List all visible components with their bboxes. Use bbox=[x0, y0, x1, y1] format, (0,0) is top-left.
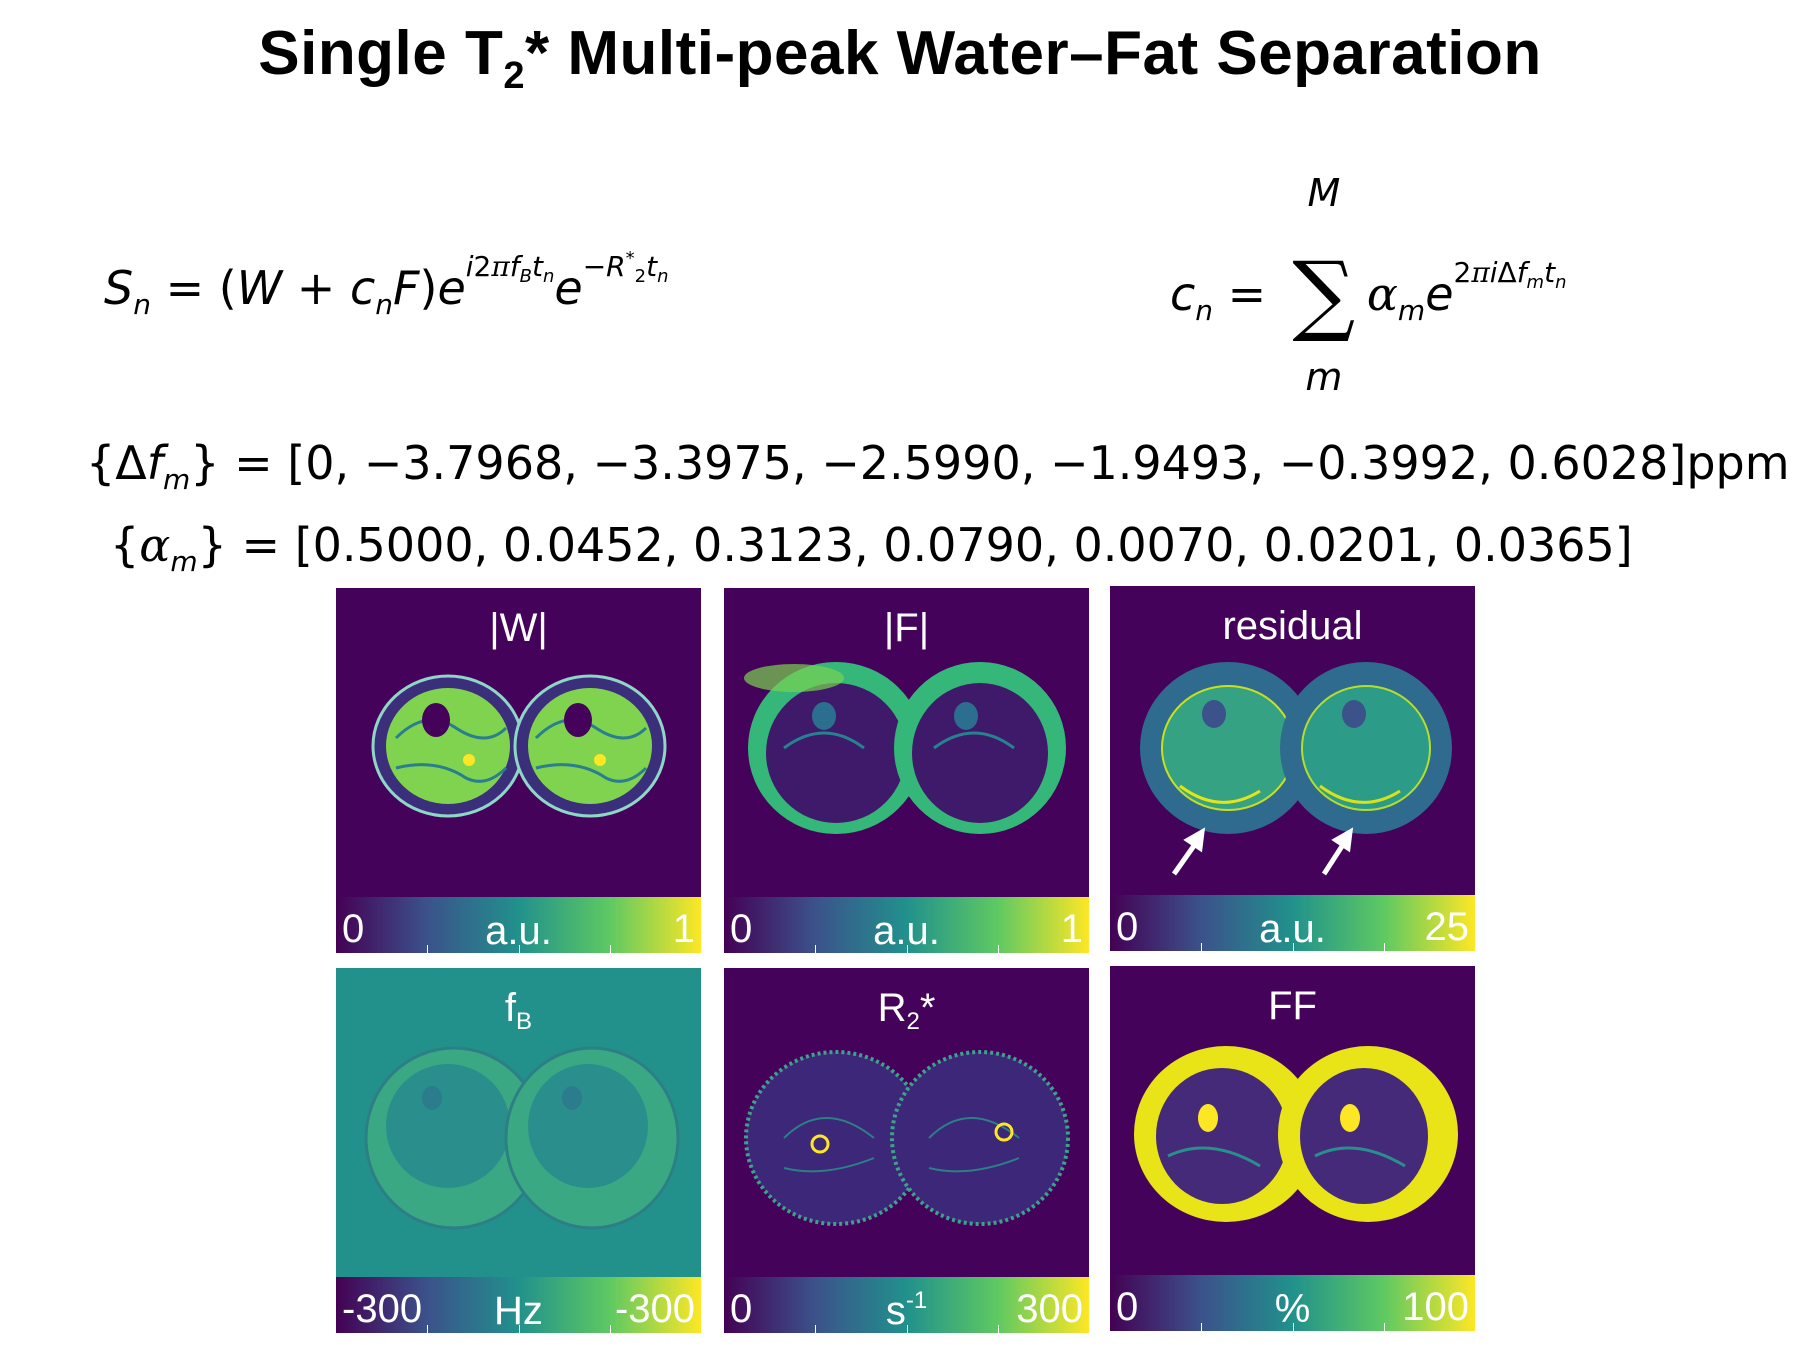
colorbar: 0 s-1 300 bbox=[724, 1277, 1089, 1333]
colorbar-min: -300 bbox=[342, 1287, 423, 1331]
sum-upper-limit: M bbox=[1307, 171, 1341, 215]
alpha-values: [0.5000, 0.0452, 0.3123, 0.0790, 0.0070,… bbox=[294, 518, 1633, 572]
residual-image bbox=[1140, 662, 1452, 876]
signal-model-equation: Sn = (W + cnF)ei2πfBtne−R*2tn bbox=[104, 248, 669, 321]
colorbar: 0 a.u. 25 bbox=[1110, 895, 1475, 951]
fat-model-equation: cn = M ∑ m αme2πiΔfmtn bbox=[1170, 171, 1567, 399]
colorbar-max: -300 bbox=[614, 1287, 695, 1331]
colorbar-unit: s-1 bbox=[885, 1287, 928, 1333]
title-subscript: 2 bbox=[503, 55, 526, 97]
colorbar-min: 0 bbox=[730, 1287, 753, 1331]
colorbar: 0 a.u. 1 bbox=[336, 897, 701, 953]
fat-fraction-panel: FF 0 % 100 bbox=[1110, 966, 1475, 1331]
panel-label: residual bbox=[1222, 604, 1363, 648]
water-magnitude-image bbox=[371, 674, 667, 818]
colorbar-min: 0 bbox=[730, 907, 753, 951]
fat-fraction-image bbox=[1134, 1046, 1458, 1222]
panel-label: |F| bbox=[883, 606, 930, 650]
field-map-image bbox=[364, 1046, 680, 1230]
delta-f-equation: {Δfm} = [0, −3.7968, −3.3975, −2.5990, −… bbox=[86, 436, 1790, 496]
colorbar-max: 1 bbox=[1060, 907, 1083, 951]
colorbar-unit: a.u. bbox=[485, 909, 552, 953]
slide-title: Single T2* Multi-peak Water–Fat Separati… bbox=[0, 18, 1800, 98]
panel-label: FF bbox=[1268, 984, 1317, 1028]
water-magnitude-panel: |W| 0 a.u. 1 bbox=[336, 588, 701, 953]
colorbar: 0 a.u. 1 bbox=[724, 897, 1089, 953]
residual-panel: residual 0 a.u. 25 bbox=[1110, 586, 1475, 951]
r2star-panel: R2* 0 s-1 300 bbox=[724, 968, 1089, 1333]
colorbar-unit: Hz bbox=[494, 1289, 543, 1333]
panel-label: R2* bbox=[877, 986, 936, 1035]
colorbar: -300 Hz -300 bbox=[336, 1277, 701, 1333]
title-main-before: Single T bbox=[258, 19, 504, 88]
colorbar-max: 25 bbox=[1424, 905, 1470, 949]
colorbar-max: 100 bbox=[1402, 1285, 1469, 1329]
delta-f-values: [0, −3.7968, −3.3975, −2.5990, −1.9493, … bbox=[287, 436, 1687, 490]
colorbar-max: 1 bbox=[672, 907, 695, 951]
panel-label: |W| bbox=[489, 606, 548, 650]
panel-label: fB bbox=[504, 986, 533, 1035]
summation-symbol: M ∑ m bbox=[1281, 174, 1367, 396]
fat-magnitude-image bbox=[744, 662, 1066, 834]
fat-magnitude-panel: |F| 0 a.u. 1 bbox=[724, 588, 1089, 953]
arrow-icon bbox=[1171, 827, 1206, 876]
colorbar-min: 0 bbox=[1116, 905, 1139, 949]
field-map-panel: fB -300 Hz -300 bbox=[336, 968, 701, 1333]
colorbar-max: 300 bbox=[1016, 1287, 1083, 1331]
colorbar-unit: a.u. bbox=[873, 909, 940, 953]
colorbar-unit: a.u. bbox=[1259, 907, 1326, 951]
alpha-equation: {αm} = [0.5000, 0.0452, 0.3123, 0.0790, … bbox=[110, 518, 1633, 578]
delta-f-unit: ppm bbox=[1686, 436, 1790, 490]
arrow-icon bbox=[1321, 827, 1354, 876]
title-main-after: * Multi-peak Water–Fat Separation bbox=[525, 19, 1542, 88]
r2star-image bbox=[744, 1050, 1070, 1226]
colorbar-unit: % bbox=[1274, 1287, 1311, 1331]
colorbar-min: 0 bbox=[342, 907, 365, 951]
colorbar-min: 0 bbox=[1116, 1285, 1139, 1329]
sum-lower-limit: m bbox=[1305, 355, 1343, 399]
colorbar: 0 % 100 bbox=[1110, 1275, 1475, 1331]
